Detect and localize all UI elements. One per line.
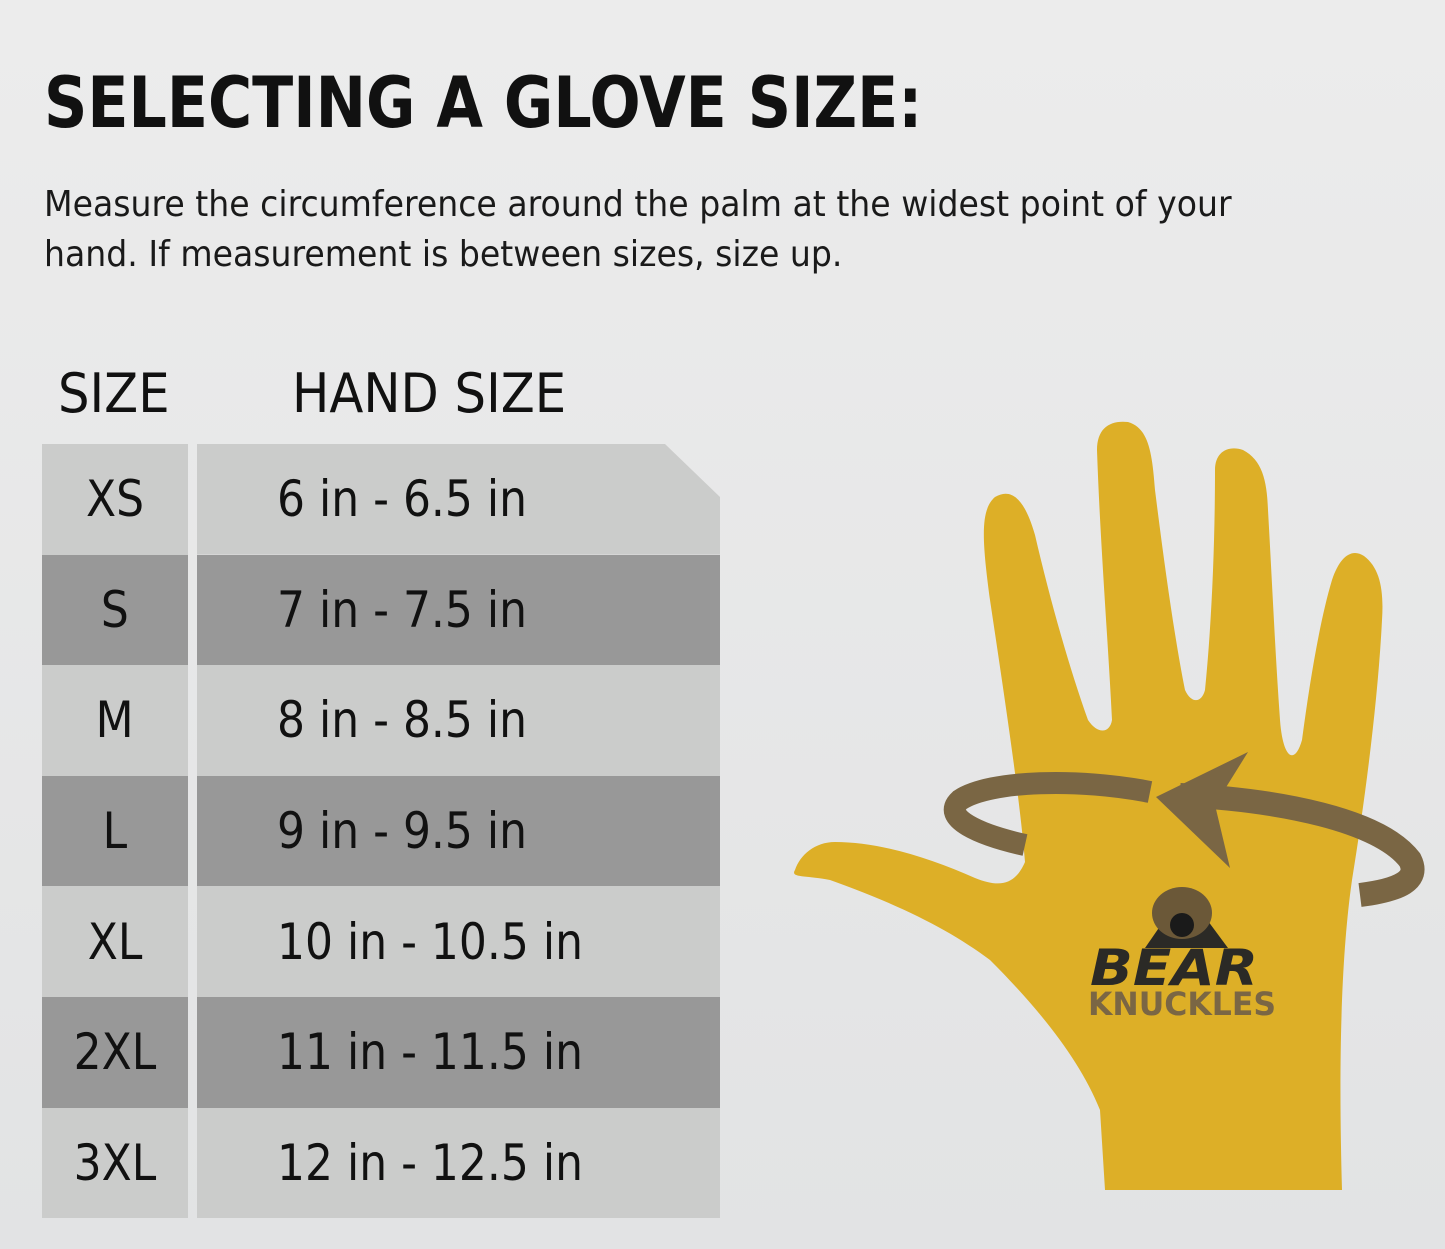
size-cell: L	[42, 775, 188, 887]
table-row: 2XL 11 in - 11.5 in	[42, 996, 720, 1108]
hand-size-cell: 6 in - 6.5 in	[197, 444, 720, 555]
size-cell: S	[42, 554, 188, 666]
page-title: SELECTING A GLOVE SIZE:	[44, 62, 923, 144]
size-cell: XL	[42, 886, 188, 997]
size-cell: XS	[42, 444, 188, 555]
size-table: XS 6 in - 6.5 in S 7 in - 7.5 in M 8 in - 8.5…	[42, 444, 720, 1219]
table-row: XS 6 in - 6.5 in	[42, 444, 720, 555]
size-header: SIZE	[58, 362, 170, 425]
hand-size-value: 12 in - 12.5 in	[277, 1133, 584, 1192]
arrow-front-icon	[1179, 783, 1425, 907]
logo-bear-text: BEAR	[1090, 939, 1258, 997]
arrow-head-icon	[1156, 752, 1248, 868]
hand-size-cell: 8 in - 8.5 in	[197, 665, 720, 776]
size-cell: M	[42, 665, 188, 776]
table-row: M 8 in - 8.5 in	[42, 665, 720, 776]
arrow-back-icon	[944, 772, 1153, 856]
size-value: 2XL	[73, 1023, 157, 1082]
hand-size-value: 10 in - 10.5 in	[277, 912, 584, 971]
size-cell: 3XL	[42, 1107, 188, 1219]
table-row: XL 10 in - 10.5 in	[42, 886, 720, 997]
hand-size-header: HAND SIZE	[292, 362, 567, 425]
size-value: 3XL	[73, 1133, 157, 1192]
size-cell: 2XL	[42, 996, 188, 1108]
hand-size-cell: 12 in - 12.5 in	[197, 1107, 720, 1219]
table-row: S 7 in - 7.5 in	[42, 554, 720, 666]
size-value: XL	[87, 912, 143, 971]
hand-size-value: 8 in - 8.5 in	[277, 691, 528, 750]
size-value: XS	[85, 470, 145, 529]
hand-size-cell: 10 in - 10.5 in	[197, 886, 720, 997]
hand-size-value: 11 in - 11.5 in	[277, 1023, 584, 1082]
description: Measure the circumference around the pal…	[44, 184, 1232, 275]
size-value: L	[102, 802, 128, 861]
hand-size-value: 6 in - 6.5 in	[277, 470, 528, 529]
size-value: S	[101, 580, 129, 639]
glove-shape	[794, 421, 1383, 1191]
hand-size-value: 7 in - 7.5 in	[277, 580, 528, 639]
bear-knuckles-logo: BEAR KNUCKLES	[1088, 887, 1276, 1023]
hand-size-cell: 9 in - 9.5 in	[197, 775, 720, 887]
table-row: 3XL 12 in - 12.5 in	[42, 1107, 720, 1219]
table-row: L 9 in - 9.5 in	[42, 775, 720, 887]
size-value: M	[96, 691, 134, 750]
hand-size-cell: 11 in - 11.5 in	[197, 996, 720, 1108]
hand-size-cell: 7 in - 7.5 in	[197, 554, 720, 666]
logo-knuckles-text: KNUCKLES	[1088, 985, 1276, 1023]
hand-size-value: 9 in - 9.5 in	[277, 802, 528, 861]
